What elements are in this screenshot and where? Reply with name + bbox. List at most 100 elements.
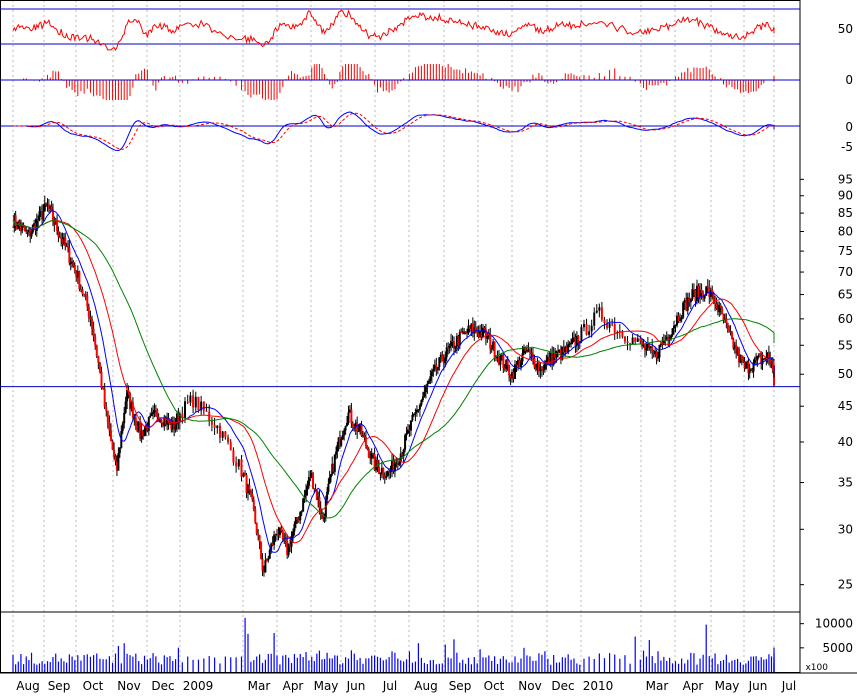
month-label: Mar xyxy=(646,679,669,693)
candle-body xyxy=(536,363,539,371)
candle-body xyxy=(533,357,536,368)
candle-body xyxy=(744,362,747,369)
candle-body xyxy=(353,426,356,428)
candle-body xyxy=(634,337,637,342)
candle-body xyxy=(608,323,611,328)
candle-body xyxy=(629,343,632,345)
candle-body xyxy=(49,206,52,209)
candle-body xyxy=(686,297,689,311)
candle-body xyxy=(543,362,546,370)
candle-body xyxy=(766,352,769,357)
price-tick-label: 75 xyxy=(838,244,853,258)
candle-body xyxy=(718,305,721,312)
candle-body xyxy=(186,401,189,403)
candle-body xyxy=(528,349,531,353)
candle-body xyxy=(45,203,48,205)
month-label: Sep xyxy=(48,679,71,693)
candle-body xyxy=(268,549,271,559)
candle-body xyxy=(246,485,249,494)
osc3-tick-label: -5 xyxy=(841,140,853,154)
candle-body xyxy=(261,558,264,571)
candle-body xyxy=(173,420,176,430)
candle-body xyxy=(652,351,655,355)
candle-body xyxy=(67,246,70,248)
price-tick-label: 95 xyxy=(838,172,853,186)
candle-body xyxy=(423,392,426,397)
candle-body xyxy=(691,289,694,299)
candle-body xyxy=(736,348,739,354)
candle-body xyxy=(181,413,184,419)
candle-body xyxy=(375,459,378,471)
candle-body xyxy=(299,512,302,521)
candle-body xyxy=(310,472,313,479)
candle-body xyxy=(651,346,654,352)
candle-body xyxy=(335,451,338,455)
candle-body xyxy=(447,347,450,349)
month-label: 2009 xyxy=(183,679,214,693)
candle-body xyxy=(260,541,263,559)
volume-unit-label: x100 xyxy=(805,663,828,673)
candle-body xyxy=(111,440,114,450)
candle-body xyxy=(326,491,329,500)
candle-body xyxy=(438,357,441,367)
candle-body xyxy=(331,463,334,475)
candle-body xyxy=(466,332,469,334)
candle-body xyxy=(39,211,42,213)
candle-body xyxy=(411,415,414,421)
candle-body xyxy=(69,262,72,264)
candle-body xyxy=(126,390,129,402)
candle-body xyxy=(64,237,67,247)
candle-body xyxy=(89,317,92,320)
candle-body xyxy=(314,488,317,490)
candle-body xyxy=(489,335,492,349)
candle-body xyxy=(218,425,221,438)
month-label: May xyxy=(715,679,740,693)
candle-body xyxy=(659,343,662,345)
candle-body xyxy=(487,335,490,337)
candle-body xyxy=(502,354,505,368)
candle-body xyxy=(739,355,742,363)
candle-body xyxy=(97,355,100,363)
candle-body xyxy=(137,422,140,432)
price-tick-label: 35 xyxy=(838,476,853,490)
candle-body xyxy=(771,363,774,370)
candle-body xyxy=(127,390,130,393)
grid-lines xyxy=(0,0,857,674)
candle-body xyxy=(433,364,436,370)
candle-body xyxy=(385,475,388,479)
candle-body xyxy=(305,489,308,496)
candle-body xyxy=(19,226,22,231)
candle-body xyxy=(284,538,287,541)
candle-body xyxy=(333,454,336,472)
price-tick-label: 70 xyxy=(838,265,853,279)
volume-tick-label: 10000 xyxy=(815,617,853,631)
candle-body xyxy=(171,420,174,430)
candle-body xyxy=(142,430,145,437)
month-label: Apr xyxy=(283,679,304,693)
candle-body xyxy=(645,347,648,351)
oscillator-panel-2 xyxy=(0,64,800,100)
candle-body xyxy=(47,204,50,209)
candle-body xyxy=(760,355,763,365)
candle-body xyxy=(623,336,626,342)
candle-body xyxy=(166,418,169,425)
candle-body xyxy=(35,219,38,231)
candle-body xyxy=(92,328,95,337)
candle-body xyxy=(492,341,495,349)
candle-body xyxy=(636,338,639,342)
candle-body xyxy=(719,305,722,308)
candle-body xyxy=(338,437,341,446)
candle-body xyxy=(552,353,555,365)
candle-body xyxy=(287,543,290,555)
candle-body xyxy=(688,297,691,303)
candle-body xyxy=(143,429,146,437)
price-tick-label: 60 xyxy=(838,312,853,326)
candle-body xyxy=(320,512,323,515)
candle-body xyxy=(742,360,745,362)
candle-body xyxy=(149,415,152,418)
candle-body xyxy=(417,409,420,411)
candle-body xyxy=(271,543,274,546)
candle-body xyxy=(762,358,765,360)
candle-body xyxy=(709,290,712,297)
candle-body xyxy=(340,439,343,446)
